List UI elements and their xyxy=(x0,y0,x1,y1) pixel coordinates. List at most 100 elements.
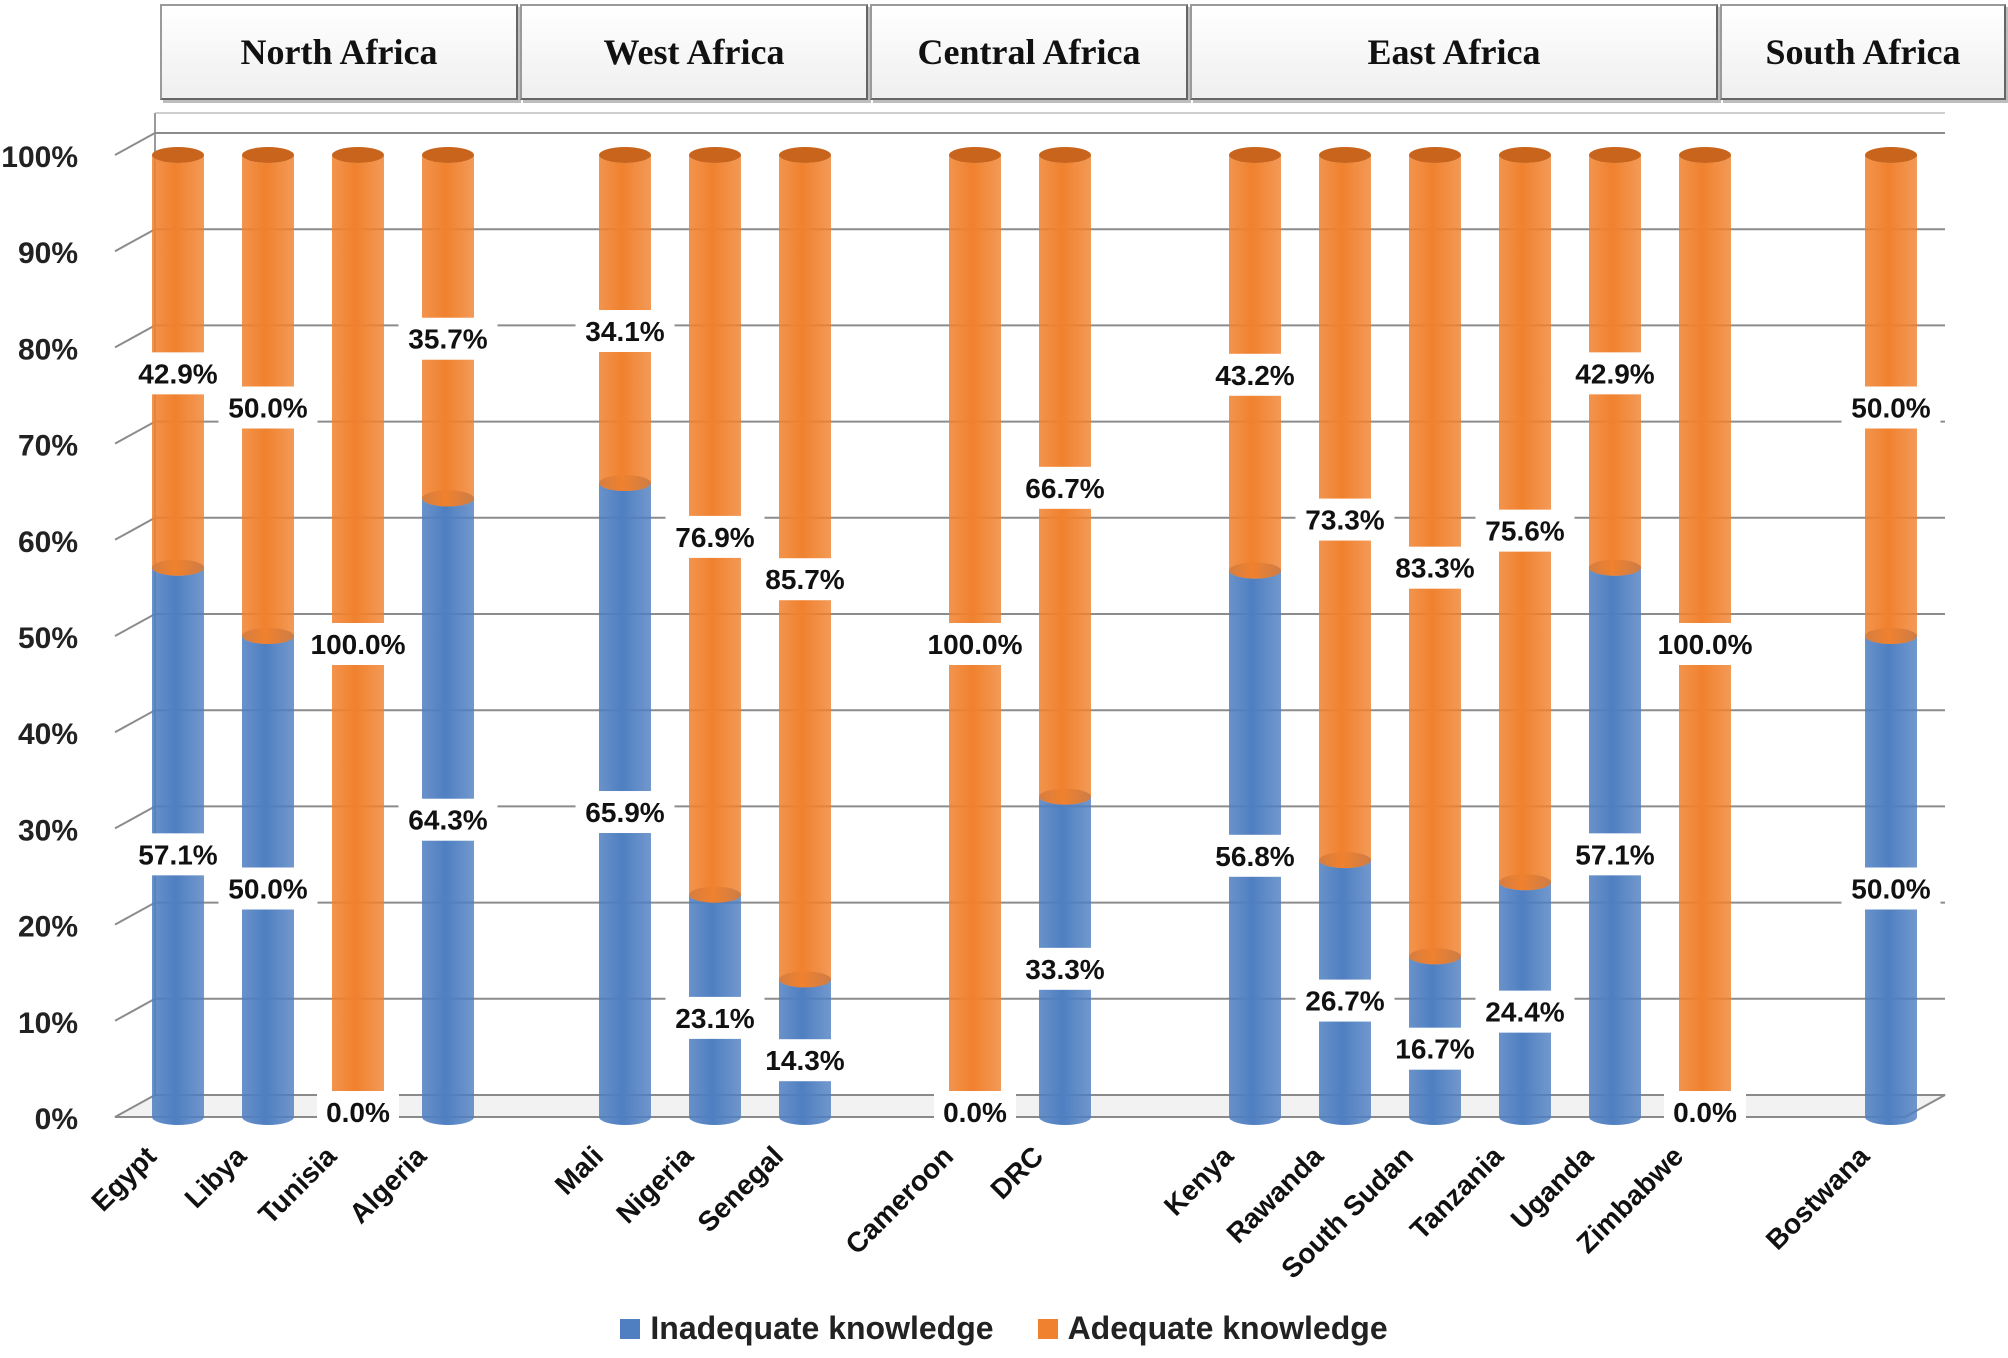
data-label-adequate: 76.9% xyxy=(675,522,754,553)
data-label-adequate: 43.2% xyxy=(1215,360,1294,391)
gridline xyxy=(114,132,1945,156)
y-tick-label: 90% xyxy=(18,237,78,270)
data-label-adequate-bg xyxy=(218,386,318,429)
legend-swatch-inadequate xyxy=(620,1318,641,1339)
x-category-label: DRC xyxy=(984,1140,1049,1205)
y-tick-label: 40% xyxy=(18,718,78,751)
data-label-inadequate: 23.1% xyxy=(675,1003,754,1034)
data-label-adequate: 66.7% xyxy=(1025,473,1104,504)
data-label-inadequate: 0.0% xyxy=(1673,1097,1737,1128)
data-label-adequate: 85.7% xyxy=(765,564,844,595)
data-label-inadequate-bg xyxy=(1475,990,1575,1033)
x-category-label: Nigeria xyxy=(610,1140,699,1229)
region-header-north-africa: North Africa xyxy=(160,4,518,100)
x-category-label: Kenya xyxy=(1158,1140,1240,1222)
legend: Inadequate knowledge Adequate knowledge xyxy=(0,1310,2008,1347)
data-label-adequate-bg xyxy=(665,515,765,558)
data-label-inadequate-bg xyxy=(934,1091,1016,1133)
x-category-label: Algeria xyxy=(343,1140,432,1229)
data-label-adequate: 50.0% xyxy=(228,393,307,424)
gridline xyxy=(114,324,1945,349)
region-header-east-africa: East Africa xyxy=(1190,4,1718,100)
data-label-inadequate: 24.4% xyxy=(1485,997,1564,1028)
data-label-adequate-bg xyxy=(917,623,1033,665)
y-tick-label: 100% xyxy=(1,141,78,174)
data-label-inadequate: 56.8% xyxy=(1215,841,1294,872)
data-label-adequate: 42.9% xyxy=(138,358,217,389)
legend-item-adequate: Adequate knowledge xyxy=(1037,1310,1388,1347)
data-label-adequate-bg xyxy=(398,317,498,360)
data-label-adequate: 75.6% xyxy=(1485,516,1564,547)
data-label-inadequate-bg xyxy=(1385,1027,1485,1070)
region-label: West Africa xyxy=(603,32,785,72)
gridline xyxy=(114,228,1945,253)
data-label-inadequate-bg xyxy=(1664,1091,1746,1133)
data-label-adequate: 100.0% xyxy=(1658,629,1753,660)
region-header-central-africa: Central Africa xyxy=(870,4,1188,100)
x-category-label: Libya xyxy=(179,1140,253,1214)
data-label-adequate-bg xyxy=(1015,466,1115,509)
region-label: North Africa xyxy=(240,32,438,72)
y-tick-label: 0% xyxy=(35,1103,78,1136)
data-label-inadequate: 0.0% xyxy=(943,1097,1007,1128)
y-tick-label: 80% xyxy=(18,333,78,366)
data-label-adequate: 100.0% xyxy=(928,629,1023,660)
data-label-adequate-bg xyxy=(755,558,855,601)
data-label-inadequate-bg xyxy=(1841,867,1941,910)
data-label-adequate: 83.3% xyxy=(1395,553,1474,584)
gridline xyxy=(114,901,1945,926)
y-tick-label: 60% xyxy=(18,526,78,559)
data-label-inadequate-bg xyxy=(317,1091,399,1133)
data-label-inadequate: 50.0% xyxy=(228,874,307,905)
data-label-inadequate-bg xyxy=(398,798,498,841)
region-label: South Africa xyxy=(1765,32,1961,72)
data-label-inadequate-bg xyxy=(575,791,675,834)
region-label: East Africa xyxy=(1367,32,1541,72)
y-tick-label: 30% xyxy=(18,814,78,847)
gridline xyxy=(114,805,1945,830)
stacked-bar-chart: 0% 10% 20% 30% 40% 50% 60% 70% 80% 90% 100% 57.1% 4… xyxy=(1,112,1946,1284)
data-label-inadequate-bg xyxy=(1565,833,1665,876)
data-label-inadequate-bg xyxy=(1205,834,1305,877)
legend-label-adequate: Adequate knowledge xyxy=(1067,1310,1388,1346)
gridline xyxy=(114,420,1945,445)
data-label-adequate: 50.0% xyxy=(1851,393,1930,424)
legend-swatch-adequate xyxy=(1037,1318,1058,1339)
data-label-adequate-bg xyxy=(1841,386,1941,429)
gridline xyxy=(114,516,1945,541)
data-label-inadequate: 16.7% xyxy=(1395,1034,1474,1065)
data-label-adequate: 34.1% xyxy=(585,316,664,347)
data-label-adequate-bg xyxy=(1295,498,1395,541)
x-category-label: Cameroon xyxy=(839,1140,959,1260)
gridline xyxy=(114,709,1945,734)
data-label-adequate: 100.0% xyxy=(311,629,406,660)
legend-item-inadequate: Inadequate knowledge xyxy=(620,1310,994,1347)
data-label-adequate-bg xyxy=(128,352,228,395)
region-header-south-africa: South Africa xyxy=(1720,4,2006,100)
y-tick-label: 20% xyxy=(18,911,78,944)
data-label-inadequate-bg xyxy=(1295,979,1395,1022)
y-tick-label: 50% xyxy=(18,622,78,655)
y-tick-label: 70% xyxy=(18,430,78,463)
x-category-label: Tunisia xyxy=(252,1140,342,1230)
data-label-inadequate-bg xyxy=(665,996,765,1039)
data-label-adequate-bg xyxy=(1647,623,1763,665)
data-label-inadequate-bg xyxy=(755,1039,855,1082)
data-label-adequate-bg xyxy=(300,623,416,665)
data-label-adequate-bg xyxy=(1475,509,1575,552)
y-tick-label: 10% xyxy=(18,1007,78,1040)
data-label-inadequate: 33.3% xyxy=(1025,954,1104,985)
data-label-inadequate: 14.3% xyxy=(765,1045,844,1076)
chart-floor xyxy=(114,1094,1946,1118)
data-label-adequate-bg xyxy=(575,310,675,353)
data-label-adequate: 73.3% xyxy=(1305,505,1384,536)
legend-label-inadequate: Inadequate knowledge xyxy=(650,1310,994,1346)
region-label: Central Africa xyxy=(917,32,1141,72)
data-label-adequate: 35.7% xyxy=(408,324,487,355)
data-label-inadequate-bg xyxy=(218,867,318,910)
data-label-inadequate: 26.7% xyxy=(1305,986,1384,1017)
data-label-adequate-bg xyxy=(1565,352,1665,395)
x-category-label: Egypt xyxy=(85,1140,162,1217)
x-category-label: Bostwana xyxy=(1760,1140,1876,1256)
gridline xyxy=(114,997,1945,1022)
